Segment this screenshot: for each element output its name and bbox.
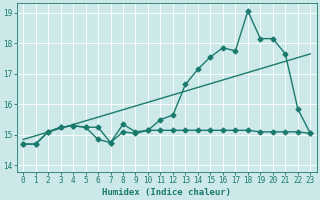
X-axis label: Humidex (Indice chaleur): Humidex (Indice chaleur)	[102, 188, 231, 197]
